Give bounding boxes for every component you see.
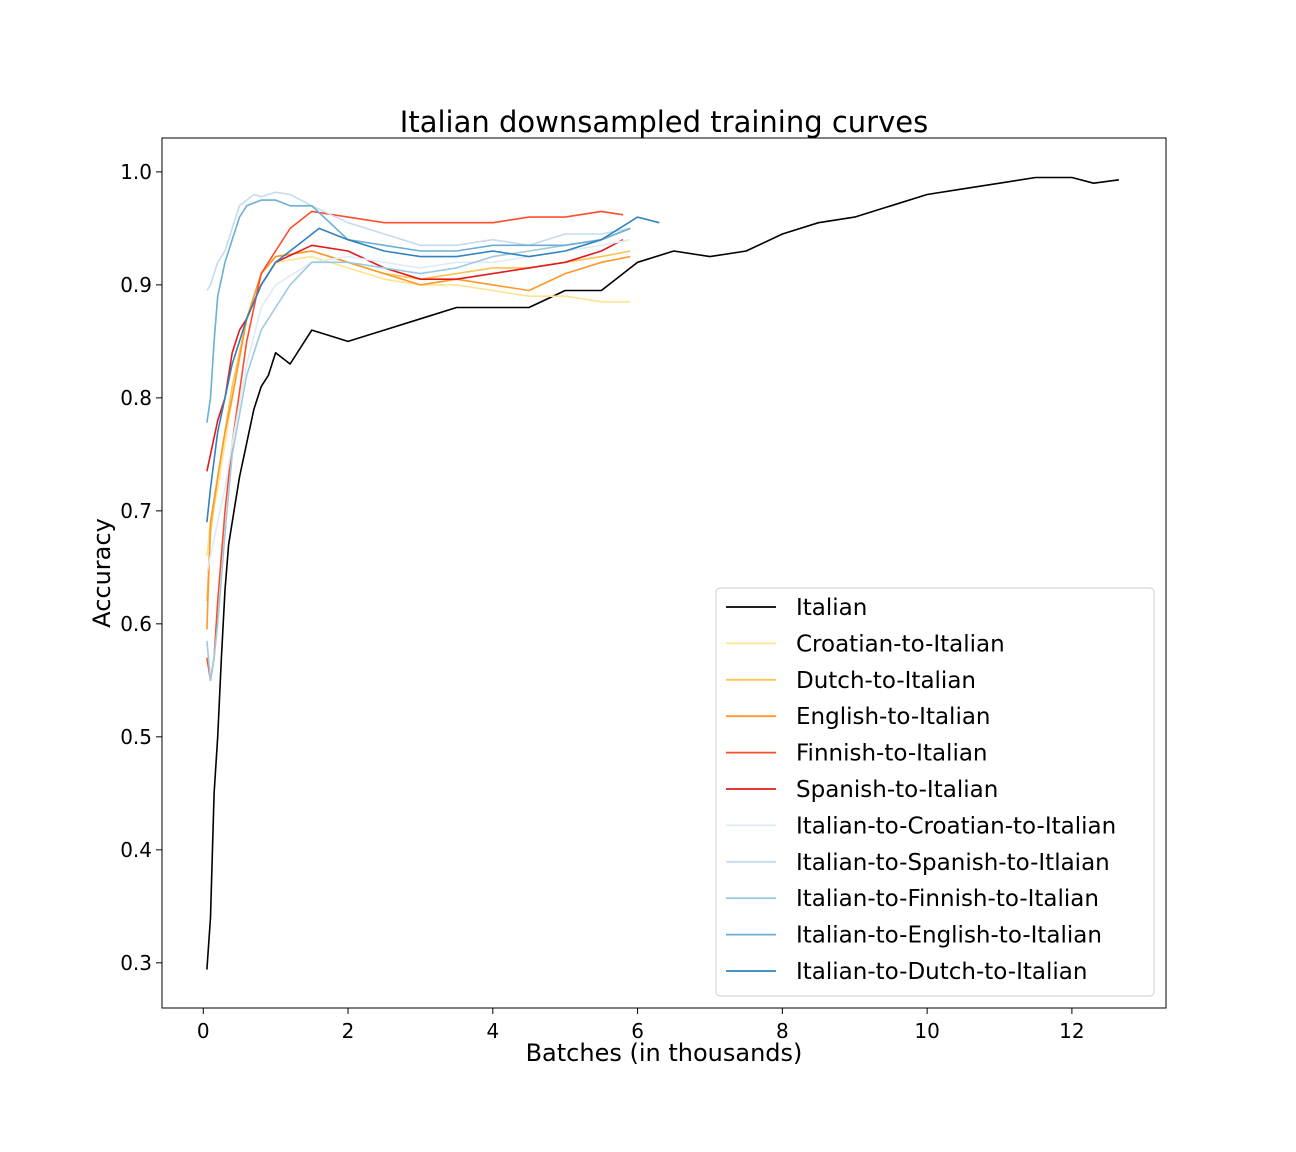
- series-line-6: [206, 238, 631, 574]
- legend-label: Italian: [796, 595, 867, 621]
- y-tick-label: 0.4: [120, 838, 152, 862]
- legend-label: Finnish-to-Italian: [796, 741, 988, 767]
- y-tick-label: 0.7: [120, 499, 152, 523]
- series-line-10: [206, 216, 660, 523]
- legend-item: Dutch-to-Italian: [726, 668, 976, 694]
- x-axis-label: Batches (in thousands): [526, 1039, 803, 1067]
- y-tick-label: 0.8: [120, 386, 152, 410]
- legend-label: Croatian-to-Italian: [796, 631, 1005, 657]
- x-tick-label: 10: [914, 1019, 939, 1043]
- x-tick-label: 12: [1059, 1019, 1084, 1043]
- legend-item: Italian-to-Spanish-to-Itlaian: [726, 850, 1110, 876]
- legend-items: Italian Croatian-to-Italian Dutch-to-Itali…: [726, 595, 1116, 985]
- legend-label: Spanish-to-Italian: [796, 777, 998, 803]
- legend-item: Italian-to-Finnish-to-Italian: [726, 886, 1099, 912]
- series-line-0: [206, 176, 1120, 970]
- legend-item: Finnish-to-Italian: [726, 741, 988, 767]
- plot-lines: [206, 176, 1120, 970]
- axes-frame: [161, 137, 1167, 1009]
- y-tick-label: 0.6: [120, 612, 152, 636]
- x-tick-label: 6: [631, 1019, 644, 1043]
- legend-label: Italian-to-Spanish-to-Itlaian: [796, 850, 1110, 876]
- series-line-8: [206, 227, 631, 682]
- legend-box: [715, 587, 1155, 997]
- series-line-4: [206, 210, 624, 682]
- legend-label: Italian-to-Croatian-to-Italian: [796, 813, 1116, 839]
- legend-item: English-to-Italian: [726, 704, 991, 730]
- y-tick-label: 0.3: [120, 951, 152, 975]
- legend-item: Italian-to-Dutch-to-Italian: [726, 959, 1087, 985]
- series-line-9: [206, 199, 631, 423]
- y-axis-label: Accuracy: [88, 518, 116, 628]
- series-line-7: [206, 191, 631, 291]
- legend-label: Dutch-to-Italian: [796, 668, 976, 694]
- x-tick-label: 0: [197, 1019, 210, 1043]
- x-tick-label: 4: [486, 1019, 499, 1043]
- series-line-1: [206, 255, 631, 557]
- legend-item: Spanish-to-Italian: [726, 777, 998, 803]
- legend-label: Italian-to-Finnish-to-Italian: [796, 886, 1099, 912]
- y-tick-label: 0.5: [120, 725, 152, 749]
- legend: Italian Croatian-to-Italian Dutch-to-Itali…: [715, 587, 1155, 997]
- series-line-5: [206, 238, 624, 472]
- legend-label: English-to-Italian: [796, 704, 991, 730]
- legend-item: Italian-to-English-to-Italian: [726, 923, 1102, 949]
- legend-label: Italian-to-English-to-Italian: [796, 923, 1102, 949]
- y-axis-ticks: 0.3 0.4 0.5 0.6 0.7 0.8 0.9 1.0: [120, 160, 162, 975]
- x-axis-ticks: 0 2 4 6 8 10 12: [197, 1008, 1085, 1043]
- chart-title: Italian downsampled training curves: [400, 105, 928, 139]
- legend-item: Italian-to-Croatian-to-Italian: [726, 813, 1116, 839]
- legend-item: Italian: [726, 595, 867, 621]
- x-tick-label: 8: [776, 1019, 789, 1043]
- y-tick-label: 1.0: [120, 160, 152, 184]
- series-line-2: [206, 250, 631, 602]
- series-line-3: [206, 250, 631, 630]
- legend-label: Italian-to-Dutch-to-Italian: [796, 959, 1087, 985]
- x-tick-label: 2: [342, 1019, 355, 1043]
- y-tick-label: 0.9: [120, 273, 152, 297]
- legend-item: Croatian-to-Italian: [726, 631, 1005, 657]
